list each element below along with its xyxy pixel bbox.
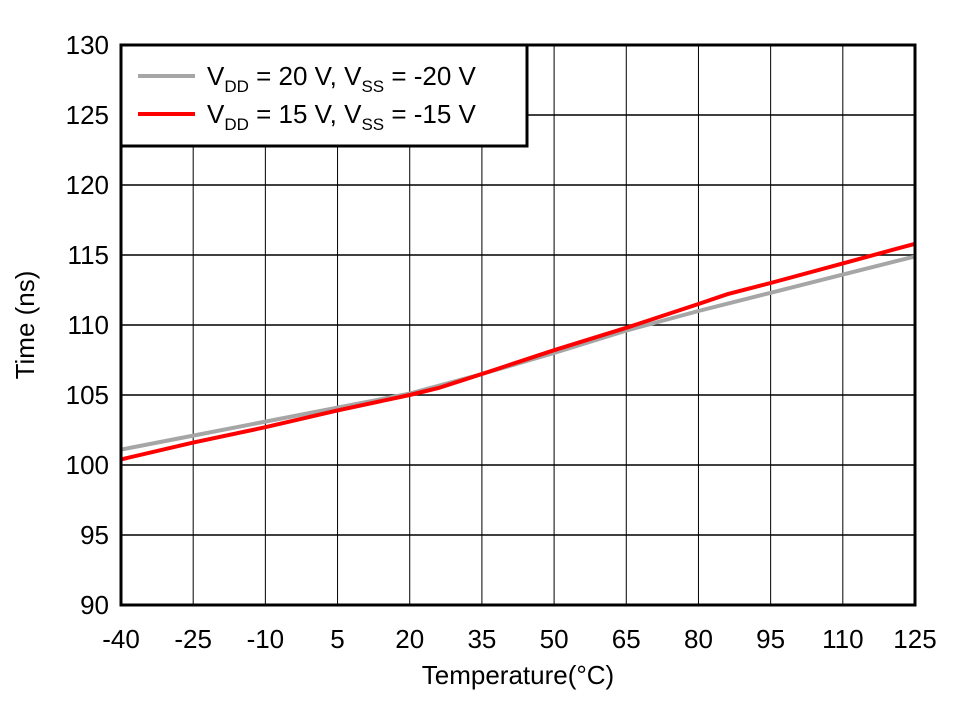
x-axis-label: Temperature(°C) [422,660,614,690]
series-line-1 [120,241,916,462]
y-tick-label: 105 [66,380,109,410]
y-tick-label: 115 [68,240,109,270]
legend-label: VDD = 20 V, VSS = -20 V [207,61,477,96]
x-tick-label: 50 [540,624,569,654]
series-line-0 [120,254,916,452]
x-tick-label: 110 [822,624,863,654]
y-tick-label: 110 [68,310,109,340]
x-tick-label: -10 [247,624,285,654]
series-group [120,241,916,462]
y-tick-labels: 90 95 100 105 110 115 120 125 130 [66,30,109,620]
y-tick-label: 120 [66,170,109,200]
y-tick-label: 95 [80,520,109,550]
x-tick-label: -25 [174,624,212,654]
x-tick-label: -40 [102,624,140,654]
x-tick-label: 20 [395,624,424,654]
legend-label: VDD = 15 V, VSS = -15 V [207,99,477,134]
legend-box [119,43,529,148]
y-axis-label: Time (ns) [10,271,40,380]
x-tick-label: 80 [684,624,713,654]
x-tick-label: 5 [330,624,344,654]
x-tick-label: 35 [467,624,496,654]
x-tick-label: 65 [612,624,641,654]
y-tick-label: 90 [80,590,109,620]
y-tick-label: 130 [66,30,109,60]
y-tick-label: 125 [66,100,109,130]
x-tick-label: 125 [893,624,936,654]
x-tick-labels: -40 -25 -10 5 20 35 50 65 80 95 110 125 [102,624,936,654]
y-tick-label: 100 [66,450,109,480]
x-tick-label: 95 [756,624,785,654]
